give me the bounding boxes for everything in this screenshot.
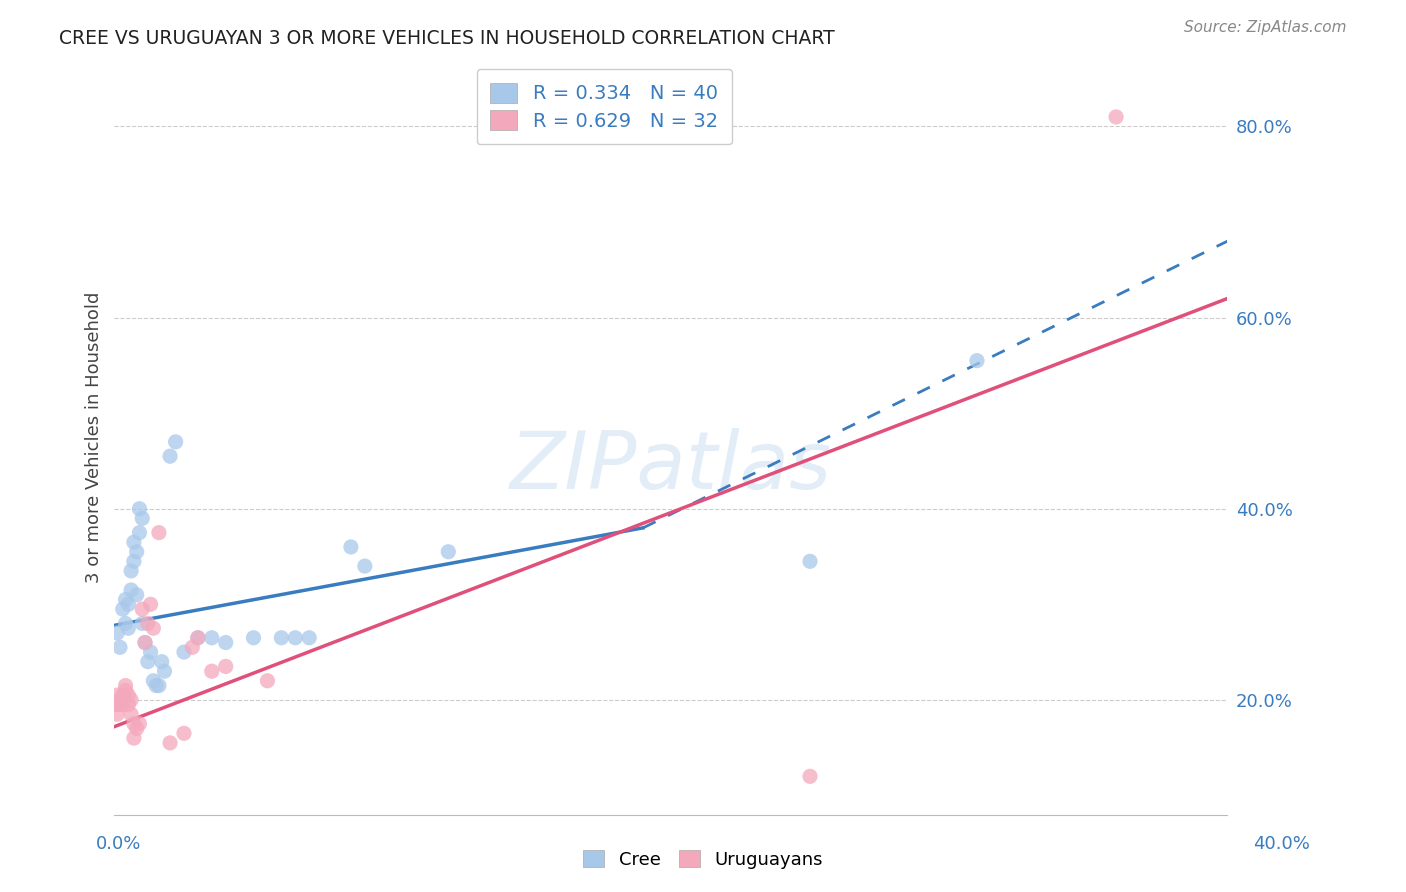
- Y-axis label: 3 or more Vehicles in Household: 3 or more Vehicles in Household: [86, 292, 103, 582]
- Point: [122, 535, 145, 549]
- Legend: Cree, Uruguayans: Cree, Uruguayans: [575, 843, 831, 876]
- Point: [117, 597, 139, 611]
- Point: [148, 525, 170, 540]
- Point: [148, 679, 170, 693]
- Point: [298, 631, 321, 645]
- Point: [120, 564, 142, 578]
- Point: [799, 554, 821, 568]
- Point: [966, 353, 988, 368]
- Point: [145, 679, 167, 693]
- Point: [114, 683, 136, 698]
- Point: [122, 554, 145, 568]
- Point: [114, 616, 136, 631]
- Point: [201, 631, 224, 645]
- Point: [128, 501, 150, 516]
- Point: [122, 716, 145, 731]
- Point: [142, 673, 165, 688]
- Point: [215, 659, 238, 673]
- Point: [134, 635, 156, 649]
- Point: [437, 545, 460, 559]
- Point: [201, 664, 224, 678]
- Point: [120, 693, 142, 707]
- Point: [131, 616, 153, 631]
- Point: [117, 688, 139, 702]
- Point: [340, 540, 363, 554]
- Point: [799, 769, 821, 783]
- Text: CREE VS URUGUAYAN 3 OR MORE VEHICLES IN HOUSEHOLD CORRELATION CHART: CREE VS URUGUAYAN 3 OR MORE VEHICLES IN …: [59, 29, 835, 47]
- Point: [215, 635, 238, 649]
- Point: [120, 707, 142, 722]
- Point: [111, 602, 134, 616]
- Point: [153, 664, 176, 678]
- Point: [150, 655, 173, 669]
- Point: [111, 688, 134, 702]
- Point: [117, 698, 139, 712]
- Point: [131, 602, 153, 616]
- Point: [165, 434, 187, 449]
- Point: [122, 731, 145, 745]
- Point: [187, 631, 209, 645]
- Point: [270, 631, 292, 645]
- Point: [181, 640, 204, 655]
- Point: [353, 559, 375, 574]
- Point: [142, 621, 165, 635]
- Text: ZIPatlas: ZIPatlas: [510, 428, 832, 507]
- Point: [256, 673, 278, 688]
- Text: 0.0%: 0.0%: [96, 835, 141, 853]
- Point: [117, 621, 139, 635]
- Point: [173, 645, 195, 659]
- Point: [125, 722, 148, 736]
- Point: [111, 698, 134, 712]
- Point: [131, 511, 153, 525]
- Point: [108, 693, 131, 707]
- Point: [159, 736, 181, 750]
- Point: [128, 525, 150, 540]
- Point: [120, 582, 142, 597]
- Point: [136, 616, 159, 631]
- Point: [159, 449, 181, 463]
- Point: [284, 631, 307, 645]
- Point: [139, 645, 162, 659]
- Text: Source: ZipAtlas.com: Source: ZipAtlas.com: [1184, 20, 1347, 35]
- Point: [136, 655, 159, 669]
- Point: [134, 635, 156, 649]
- Point: [128, 716, 150, 731]
- Text: 40.0%: 40.0%: [1254, 835, 1310, 853]
- Point: [108, 698, 131, 712]
- Point: [1105, 110, 1128, 124]
- Point: [105, 707, 128, 722]
- Point: [125, 588, 148, 602]
- Point: [108, 640, 131, 655]
- Point: [105, 688, 128, 702]
- Point: [114, 592, 136, 607]
- Point: [114, 679, 136, 693]
- Point: [125, 545, 148, 559]
- Point: [105, 626, 128, 640]
- Legend: R = 0.334   N = 40, R = 0.629   N = 32: R = 0.334 N = 40, R = 0.629 N = 32: [477, 70, 731, 145]
- Point: [187, 631, 209, 645]
- Point: [173, 726, 195, 740]
- Point: [242, 631, 264, 645]
- Point: [139, 597, 162, 611]
- Point: [105, 698, 128, 712]
